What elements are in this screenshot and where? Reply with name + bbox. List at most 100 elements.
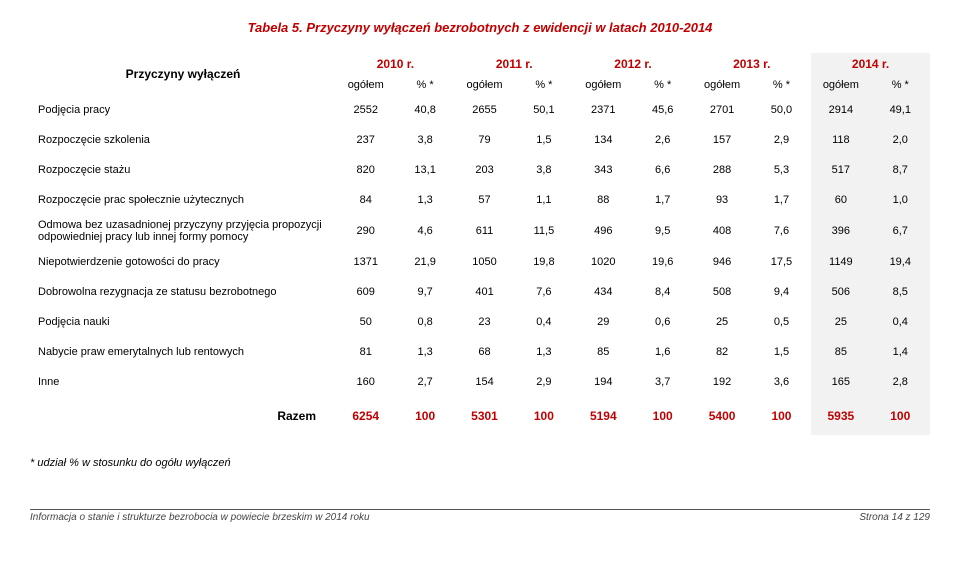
- cell: 1,3: [395, 337, 454, 367]
- cell: 1,6: [633, 337, 692, 367]
- cell: 1149: [811, 247, 870, 277]
- cell: 611: [455, 215, 514, 247]
- footer-left: Informacja o stanie i strukturze bezrobo…: [30, 512, 370, 523]
- data-table: Przyczyny wyłączeń2010 r.2011 r.2012 r.2…: [30, 53, 930, 435]
- total-cell: 100: [633, 397, 692, 435]
- cell: 6,7: [871, 215, 930, 247]
- subcol-header: ogółem: [692, 75, 751, 95]
- cell: 160: [336, 367, 395, 397]
- cell: 0,4: [514, 307, 573, 337]
- cell: 194: [574, 367, 633, 397]
- cell: 17,5: [752, 247, 811, 277]
- total-cell: 100: [514, 397, 573, 435]
- cell: 157: [692, 125, 751, 155]
- total-cell: 5935: [811, 397, 870, 435]
- row-label: Dobrowolna rezygnacja ze statusu bezrobo…: [30, 277, 336, 307]
- cell: 2,8: [871, 367, 930, 397]
- cell: 1,7: [633, 185, 692, 215]
- cell: 8,4: [633, 277, 692, 307]
- table-row: Inne1602,71542,91943,71923,61652,8: [30, 367, 930, 397]
- subcol-header: ogółem: [811, 75, 870, 95]
- cell: 23: [455, 307, 514, 337]
- cell: 7,6: [514, 277, 573, 307]
- subcol-header: % *: [395, 75, 454, 95]
- cell: 50,1: [514, 95, 573, 125]
- table-body: Podjęcia pracy255240,8265550,1237145,627…: [30, 95, 930, 435]
- row-label: Rozpoczęcie prac społecznie użytecznych: [30, 185, 336, 215]
- cell: 401: [455, 277, 514, 307]
- year-header: 2014 r.: [811, 53, 930, 75]
- cell: 0,4: [871, 307, 930, 337]
- row-label: Podjęcia nauki: [30, 307, 336, 337]
- year-header: 2010 r.: [336, 53, 455, 75]
- cell: 19,6: [633, 247, 692, 277]
- cell: 2655: [455, 95, 514, 125]
- cell: 396: [811, 215, 870, 247]
- cell: 1,3: [395, 185, 454, 215]
- cell: 68: [455, 337, 514, 367]
- table-row: Rozpoczęcie szkolenia2373,8791,51342,615…: [30, 125, 930, 155]
- cell: 1,5: [514, 125, 573, 155]
- cell: 946: [692, 247, 751, 277]
- subcol-header: ogółem: [455, 75, 514, 95]
- cell: 4,6: [395, 215, 454, 247]
- row-label: Rozpoczęcie szkolenia: [30, 125, 336, 155]
- subcol-header: % *: [514, 75, 573, 95]
- total-label: Razem: [30, 397, 336, 435]
- cell: 290: [336, 215, 395, 247]
- cell: 2914: [811, 95, 870, 125]
- header-row-years: Przyczyny wyłączeń2010 r.2011 r.2012 r.2…: [30, 53, 930, 75]
- cell: 82: [692, 337, 751, 367]
- row-label: Niepotwierdzenie gotowości do pracy: [30, 247, 336, 277]
- total-cell: 100: [871, 397, 930, 435]
- cell: 1020: [574, 247, 633, 277]
- cell: 25: [692, 307, 751, 337]
- cell: 0,8: [395, 307, 454, 337]
- subcol-header: ogółem: [574, 75, 633, 95]
- cell: 3,6: [752, 367, 811, 397]
- total-row: Razem62541005301100519410054001005935100: [30, 397, 930, 435]
- cell: 1,0: [871, 185, 930, 215]
- cell: 45,6: [633, 95, 692, 125]
- subcol-header: % *: [752, 75, 811, 95]
- cell: 6,6: [633, 155, 692, 185]
- table-row: Podjęcia nauki500,8230,4290,6250,5250,4: [30, 307, 930, 337]
- total-cell: 100: [752, 397, 811, 435]
- cell: 25: [811, 307, 870, 337]
- cell: 5,3: [752, 155, 811, 185]
- total-cell: 5194: [574, 397, 633, 435]
- cell: 517: [811, 155, 870, 185]
- cell: 2552: [336, 95, 395, 125]
- row-label: Rozpoczęcie stażu: [30, 155, 336, 185]
- subcol-header: ogółem: [336, 75, 395, 95]
- cell: 134: [574, 125, 633, 155]
- cell: 3,7: [633, 367, 692, 397]
- row-label: Nabycie praw emerytalnych lub rentowych: [30, 337, 336, 367]
- cell: 2371: [574, 95, 633, 125]
- cell: 85: [811, 337, 870, 367]
- cell: 93: [692, 185, 751, 215]
- cell: 2,9: [514, 367, 573, 397]
- cell: 154: [455, 367, 514, 397]
- cell: 3,8: [514, 155, 573, 185]
- cell: 19,4: [871, 247, 930, 277]
- footer-right: Strona 14 z 129: [859, 512, 930, 523]
- cell: 0,5: [752, 307, 811, 337]
- table-caption: Tabela 5. Przyczyny wyłączeń bezrobotnyc…: [30, 20, 930, 35]
- cell: 40,8: [395, 95, 454, 125]
- cell: 496: [574, 215, 633, 247]
- cell: 9,7: [395, 277, 454, 307]
- rowhead-label: Przyczyny wyłączeń: [30, 53, 336, 95]
- table-header: Przyczyny wyłączeń2010 r.2011 r.2012 r.2…: [30, 53, 930, 95]
- cell: 57: [455, 185, 514, 215]
- cell: 288: [692, 155, 751, 185]
- table-row: Dobrowolna rezygnacja ze statusu bezrobo…: [30, 277, 930, 307]
- page-footer: Informacja o stanie i strukturze bezrobo…: [30, 509, 930, 523]
- cell: 1,4: [871, 337, 930, 367]
- cell: 343: [574, 155, 633, 185]
- total-cell: 5301: [455, 397, 514, 435]
- table-row: Niepotwierdzenie gotowości do pracy13712…: [30, 247, 930, 277]
- cell: 19,8: [514, 247, 573, 277]
- cell: 2701: [692, 95, 751, 125]
- table-row: Podjęcia pracy255240,8265550,1237145,627…: [30, 95, 930, 125]
